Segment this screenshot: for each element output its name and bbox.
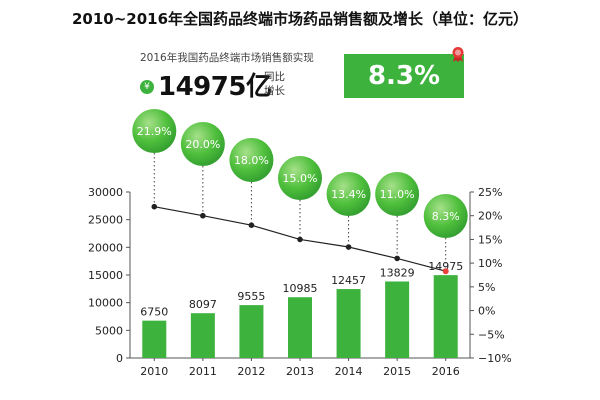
growth-bubble-label: 18.0% [234, 154, 269, 167]
growth-label-line-1: 同比 [264, 71, 285, 83]
headline-amount: 14975亿 [158, 72, 272, 102]
x-tick-label: 2012 [237, 365, 265, 378]
x-tick-label: 2010 [140, 365, 168, 378]
y-tick-label-right: 5% [478, 281, 495, 294]
y-tick-label-left: 25000 [88, 214, 123, 227]
growth-bubble [375, 172, 420, 216]
growth-point [297, 236, 303, 243]
bar-value-label: 10985 [283, 282, 318, 295]
headline-subtitle: 2016年我国药品终端市场销售额实现 [140, 52, 314, 64]
growth-point [200, 212, 206, 219]
growth-bubble-label: 8.3% [432, 210, 460, 223]
growth-rate-box: 8.3% [344, 54, 464, 98]
bar-value-label: 8097 [189, 298, 217, 311]
growth-bubble-label: 20.0% [185, 138, 220, 151]
bar-value-label: 12457 [331, 274, 366, 287]
bubbles-layer: 21.9% 20.0% 18.0% 15.0% 13.4% 11.0% 8.3% [132, 109, 468, 238]
x-tick-label: 2013 [286, 365, 314, 378]
chart-title: 2010~2016年全国药品终端市场药品销售额及增长（单位：亿元） [71, 10, 529, 28]
y-tick-label-left: 15000 [88, 269, 123, 282]
bar-value-label: 9555 [237, 290, 265, 303]
growth-bubble [326, 172, 371, 216]
growth-bubble [132, 109, 177, 153]
growth-point [151, 203, 158, 210]
bar [239, 305, 264, 358]
growth-bubble-label: 11.0% [380, 188, 415, 201]
bar [190, 313, 215, 358]
y-tick-label-right: 25% [478, 186, 502, 199]
y-tick-label-right: 10% [478, 257, 502, 270]
bar [142, 320, 167, 358]
bar [288, 297, 312, 358]
growth-label-line-2: 增长 [264, 85, 285, 97]
growth-bubble [423, 194, 468, 238]
x-tick-label: 2014 [335, 365, 363, 378]
growth-bubble-label: 13.4% [331, 188, 366, 201]
x-tick-label: 2016 [432, 365, 460, 378]
y-tick-label-left: 30000 [88, 186, 123, 199]
growth-label: 同比 增长 [264, 70, 285, 98]
y-tick-label-right: 20% [478, 210, 502, 223]
growth-line-layer [151, 203, 449, 275]
growth-point [248, 222, 255, 228]
growth-bubble-label: 15.0% [283, 172, 318, 185]
bar-value-label: 13829 [380, 266, 415, 279]
growth-bubble [278, 156, 322, 200]
bar-value-label: 6750 [140, 306, 168, 319]
bar [385, 281, 410, 358]
y-tick-label-right: −5% [478, 328, 505, 341]
yuan-icon: ¥ [140, 80, 154, 94]
growth-bubble [180, 122, 225, 166]
bar [433, 275, 458, 358]
y-tick-label-right: −10% [478, 352, 512, 365]
y-tick-label-left: 0 [116, 352, 123, 365]
bar [336, 289, 361, 358]
growth-bubble-label: 21.9% [137, 125, 172, 138]
y-tick-label-left: 10000 [88, 297, 123, 310]
x-tick-label: 2011 [189, 365, 217, 378]
growth-point [394, 255, 400, 262]
y-tick-label-left: 5000 [95, 324, 123, 337]
growth-bubble [229, 138, 274, 182]
x-tick-label: 2015 [383, 365, 411, 378]
growth-point [345, 244, 352, 250]
y-tick-label-right: 15% [478, 233, 502, 246]
connectors-layer [153, 153, 447, 269]
y-tick-label-left: 20000 [88, 241, 123, 254]
y-tick-label-right: 0% [478, 305, 495, 318]
growth-point [442, 268, 449, 275]
ribbon-badge-icon [452, 47, 464, 62]
